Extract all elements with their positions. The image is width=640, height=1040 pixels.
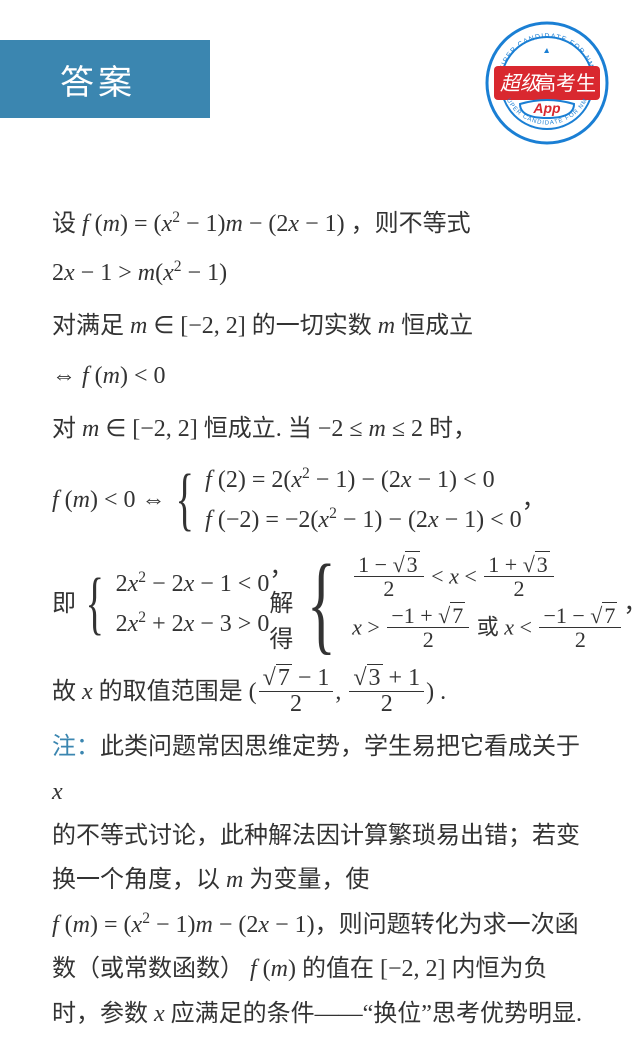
t: 即 bbox=[52, 586, 76, 622]
math: m ∈ [−2, 2] bbox=[130, 313, 246, 339]
logo-cn-right: 高考生 bbox=[536, 72, 596, 95]
solution-body: 设 f (m) = (x2 − 1)m − (2x − 1) ，则不等式 2x … bbox=[52, 200, 588, 1040]
t: 应满足的条件——“换位”思考优势明显. bbox=[171, 1001, 582, 1027]
math: m ∈ [−2, 2] bbox=[82, 416, 198, 442]
math: ⇔ f (m) < 0 bbox=[52, 363, 166, 389]
mathx: x bbox=[82, 679, 93, 705]
eq1-left: f (m) < 0 ⇔ bbox=[52, 482, 166, 518]
left-brace-icon: { bbox=[307, 557, 336, 651]
mathx: x bbox=[154, 1001, 165, 1027]
t: 为变量，使 bbox=[249, 867, 369, 893]
answer-title: 答案 bbox=[60, 55, 136, 104]
answer-header: 答案 bbox=[0, 40, 210, 118]
math: m bbox=[378, 313, 395, 339]
line-3: 对 m ∈ [−2, 2] 恒成立. 当 −2 ≤ m ≤ 2 时， bbox=[52, 405, 588, 454]
t: 此类问题常因思维定势，学生易把它看成关于 bbox=[100, 734, 580, 760]
t: . bbox=[440, 679, 446, 705]
t: 设 bbox=[52, 211, 76, 237]
mathm: m bbox=[226, 867, 243, 893]
t: 对 bbox=[52, 416, 76, 442]
app-logo: SUPER CANDIDATE FOR NMT 超级 高考生 App SUPER… bbox=[482, 18, 612, 148]
equation-block-2: 即 { 2x2 − 2x − 1 < 0 2x2 + 2x − 3 > 0 ，解… bbox=[52, 550, 588, 658]
math: f (m) = (x2 − 1)m − (2x − 1) bbox=[52, 912, 315, 938]
cases-left: 2x2 − 2x − 1 < 0 2x2 + 2x − 3 > 0 bbox=[116, 564, 270, 644]
t: 恒成立 bbox=[401, 313, 473, 339]
left-brace-icon: { bbox=[175, 472, 193, 528]
logo-app-text: App bbox=[532, 100, 561, 116]
t: 的一切实数 bbox=[252, 313, 372, 339]
mathx: x bbox=[52, 779, 63, 805]
t: 恒成立. 当 bbox=[204, 416, 312, 442]
left-brace-icon: { bbox=[86, 576, 104, 632]
math: 2x − 1 > m(x2 − 1) bbox=[52, 260, 227, 286]
line-2: 对满足 m ∈ [−2, 2] 的一切实数 m 恒成立 ⇔ f (m) < 0 bbox=[52, 302, 588, 400]
cases: f (2) = 2(x2 − 1) − (2x − 1) < 0 f (−2) … bbox=[205, 460, 522, 540]
math: −2 ≤ m ≤ 2 bbox=[318, 416, 423, 442]
note-label: 注： bbox=[52, 734, 100, 760]
t: ，则不等式 bbox=[351, 211, 471, 237]
t: 时， bbox=[429, 416, 477, 442]
t: 的取值范围是 bbox=[99, 679, 243, 705]
logo-cn-left: 超级 bbox=[500, 73, 541, 95]
t: 的值在 bbox=[302, 956, 374, 982]
math: f (m) = (x2 − 1)m − (2x − 1) bbox=[82, 211, 345, 237]
math: [−2, 2] bbox=[380, 956, 446, 982]
t: ， bbox=[522, 482, 546, 518]
t: 故 bbox=[52, 679, 76, 705]
line-1: 设 f (m) = (x2 − 1)m − (2x − 1) ，则不等式 2x … bbox=[52, 200, 588, 298]
note-paragraph: 注：此类问题常因思维定势，学生易把它看成关于 x 的不等式讨论，此种解法因计算繁… bbox=[52, 725, 588, 1036]
line-result: 故 x 的取值范围是 (7 − 12, 3 + 12) . bbox=[52, 668, 588, 719]
math: f (m) bbox=[250, 956, 296, 982]
range: (7 − 12, 3 + 12) bbox=[249, 679, 434, 705]
equation-block-1: f (m) < 0 ⇔ { f (2) = 2(x2 − 1) − (2x − … bbox=[52, 460, 588, 540]
cases-right: 1 − 32 < x < 1 + 32 x > −1 + 72 或 x < −1… bbox=[352, 553, 623, 655]
t: 对满足 bbox=[52, 313, 124, 339]
t: ， bbox=[623, 586, 640, 622]
t: ，解得 bbox=[269, 550, 293, 658]
